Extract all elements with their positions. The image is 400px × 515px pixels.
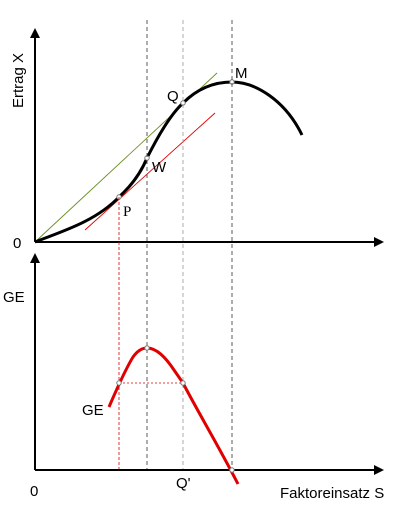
ge-marker-w	[144, 345, 150, 351]
ge-curve-label: GE	[82, 402, 104, 419]
point-q-label: Q	[167, 88, 179, 105]
point-p-label: P	[123, 204, 131, 220]
q-prime-label: Q'	[176, 475, 191, 492]
point-m-label: M	[235, 65, 248, 82]
lower-x-axis-label: Faktoreinsatz S	[280, 485, 384, 502]
ge-marker-q	[180, 380, 186, 386]
lower-panel: GE GE 0 Q' Faktoreinsatz S	[3, 253, 384, 502]
upper-y-axis-label: Ertrag X	[10, 53, 27, 108]
upper-panel: Ertrag X 0 P W Q M	[10, 28, 384, 252]
tangent-line-red	[84, 112, 216, 231]
upper-origin-label: 0	[13, 235, 21, 252]
marginal-product-curve	[107, 346, 240, 485]
total-product-curve	[34, 80, 304, 244]
lower-y-axis-label: GE	[3, 289, 25, 306]
point-w-label: W	[152, 159, 167, 176]
guide-lines	[118, 20, 233, 470]
ge-marker-p	[116, 380, 122, 386]
lower-origin-label: 0	[30, 483, 38, 500]
ge-marker-m	[229, 467, 235, 473]
